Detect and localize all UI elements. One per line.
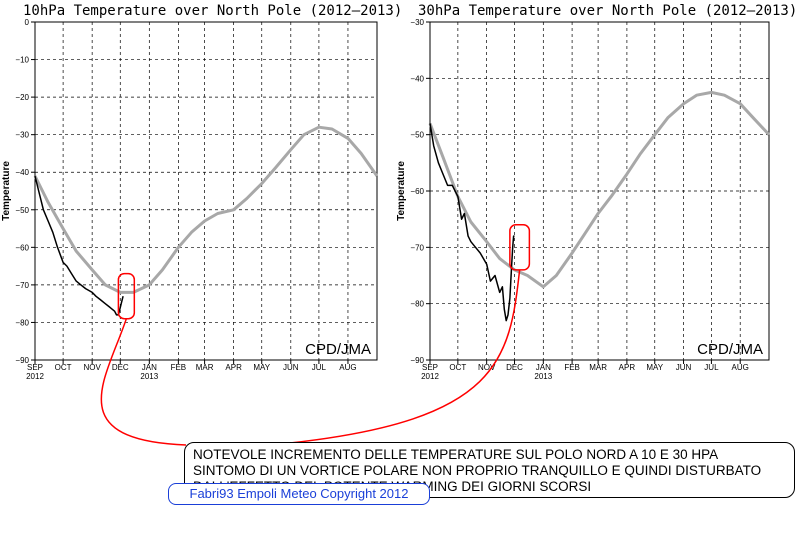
y-tick-label: −90 [15, 356, 29, 365]
x-tick-label: MAY [646, 363, 663, 372]
y-tick-label: −40 [15, 168, 29, 177]
annotation-line-1: NOTEVOLE INCREMENTO DELLE TEMPERATURE SU… [193, 447, 719, 462]
x-tick-label: SEP [422, 363, 438, 372]
y-tick-label: −30 [410, 18, 424, 27]
y-tick-label: −40 [410, 74, 424, 83]
x-tick-label: JUL [312, 363, 327, 372]
x-tick-label: JUN [283, 363, 299, 372]
chart-30hpa: 30hPa Temperature over North Pole (2012—… [396, 3, 797, 381]
x-tick-label: SEP [27, 363, 43, 372]
y-tick-label: −50 [15, 206, 29, 215]
chart-10hpa: 10hPa Temperature over North Pole (2012—… [1, 3, 402, 381]
chart-title: 10hPa Temperature over North Pole (2012—… [23, 3, 402, 19]
x-tick-label: JAN [142, 363, 157, 372]
y-tick-label: −10 [15, 56, 29, 65]
y-tick-label: −30 [15, 131, 29, 140]
y-tick-label: −60 [410, 187, 424, 196]
series-observed-line [429, 123, 515, 322]
y-tick-label: −50 [410, 131, 424, 140]
connector-right [289, 269, 521, 444]
y-axis-label: Temperature [396, 161, 407, 221]
x-tick-label: DEC [112, 363, 129, 372]
x-tick-label: APR [225, 363, 242, 372]
y-tick-label: −70 [410, 243, 424, 252]
x-tick-year-label: 2012 [26, 372, 44, 381]
x-tick-label: MAR [196, 363, 214, 372]
y-tick-label: −90 [410, 356, 424, 365]
x-tick-label: FEB [171, 363, 187, 372]
x-tick-label: AUG [339, 363, 356, 372]
x-tick-label: MAR [589, 363, 607, 372]
x-tick-label: JUN [676, 363, 692, 372]
y-tick-label: −20 [15, 93, 29, 102]
y-tick-label: 0 [25, 18, 30, 27]
x-tick-label: OCT [449, 363, 466, 372]
x-tick-year-label: 2013 [534, 372, 552, 381]
highlight-connectors [100, 269, 521, 446]
x-tick-label: OCT [55, 363, 72, 372]
y-axis-label: Temperature [1, 161, 12, 221]
x-tick-label: JUL [704, 363, 719, 372]
annotation-line-2: SINTOMO DI UN VORTICE POLARE NON PROPRIO… [193, 463, 762, 478]
x-tick-label: AUG [732, 363, 749, 372]
x-tick-label: NOV [83, 363, 101, 372]
series-climatology-line [428, 90, 771, 289]
signature-label: Fabri93 Empoli Meteo Copyright 2012 [168, 483, 430, 505]
x-tick-label: FEB [564, 363, 580, 372]
connector-left [100, 318, 187, 446]
x-tick-label: DEC [506, 363, 523, 372]
plot-frame [34, 21, 378, 361]
series-climatology-line [33, 125, 379, 294]
y-tick-label: −70 [15, 281, 29, 290]
x-tick-label: NOV [478, 363, 496, 372]
x-tick-label: JAN [536, 363, 551, 372]
chart-title: 30hPa Temperature over North Pole (2012—… [418, 3, 797, 19]
x-tick-label: MAY [253, 363, 270, 372]
x-tick-label: APR [619, 363, 636, 372]
y-tick-label: −80 [410, 300, 424, 309]
chart-credit: CPD/JMA [697, 341, 763, 358]
y-tick-label: −80 [15, 318, 29, 327]
x-tick-year-label: 2013 [140, 372, 158, 381]
x-tick-year-label: 2012 [421, 372, 439, 381]
chart-credit: CPD/JMA [305, 341, 371, 358]
y-tick-label: −60 [15, 243, 29, 252]
